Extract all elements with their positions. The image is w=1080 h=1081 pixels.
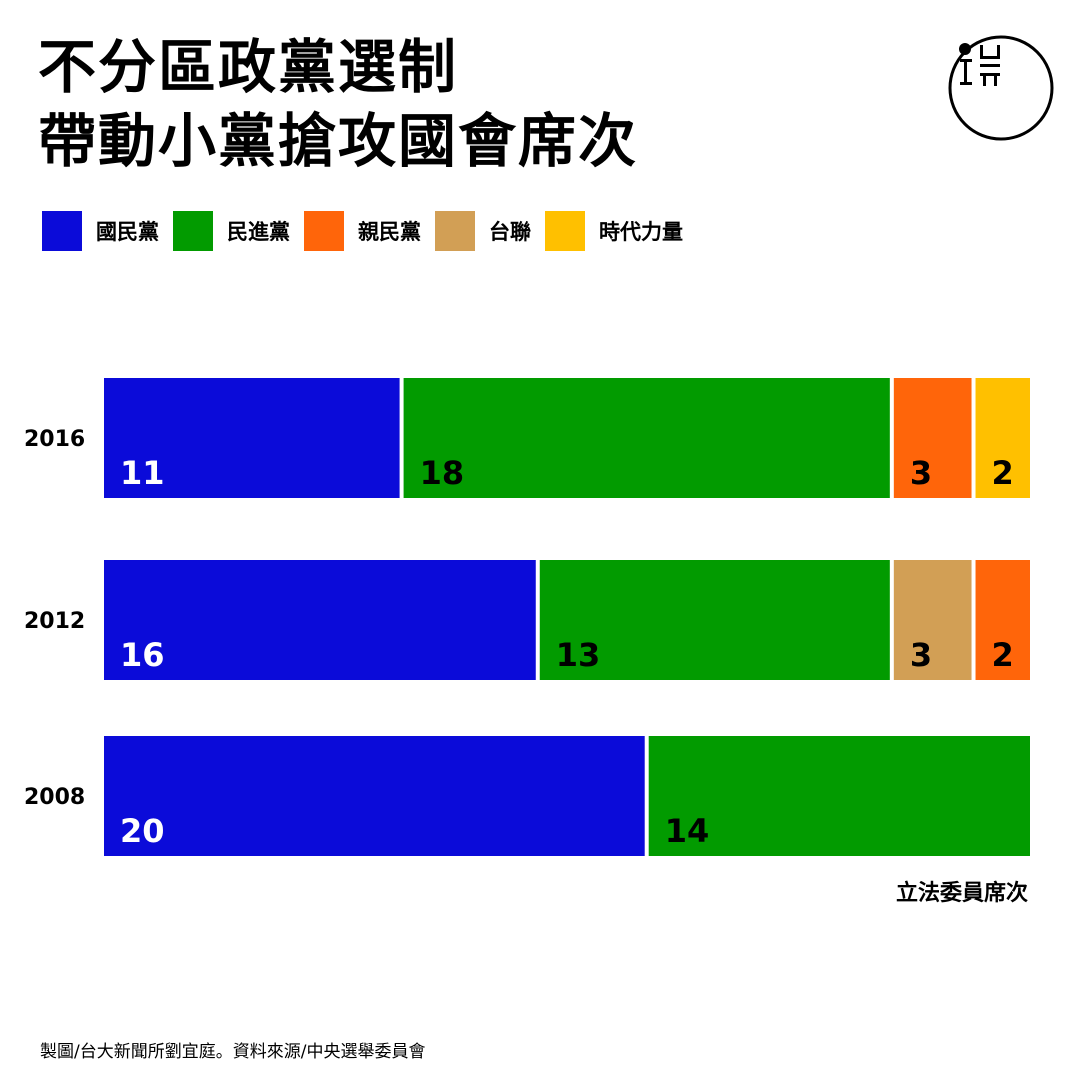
bar-2012-民進黨 [539,560,890,680]
legend-swatch-tsu [435,211,475,251]
x-axis-label: 立法委員席次 [896,880,1028,906]
data-label-2016-民進黨: 18 [420,454,465,492]
data-label-2012-國民黨: 16 [120,636,165,674]
legend-item-kmt: 國民黨 [42,211,159,251]
legend-label-kmt: 國民黨 [96,220,159,244]
data-label-2008-國民黨: 20 [120,812,165,850]
legend-item-tsu: 台聯 [435,211,531,251]
year-label-2012: 2012 [24,609,85,634]
legend-label-tsu: 台聯 [489,220,531,244]
stacked-bar-chart: 2016 11 18 3 2 2012 16 13 3 2 2008 20 14 立法委員席次 [24,378,1030,906]
bar-2016-國民黨 [104,378,400,498]
credit-footer: 製圖/台大新聞所劉宜庭。資料來源/中央選舉委員會 [40,1042,426,1062]
title-line-2: 帶動小黨搶攻國會席次 [38,107,639,175]
bar-2012-親民黨 [975,560,1030,680]
legend-item-npp: 時代力量 [545,211,683,251]
bar-2008-國民黨 [104,736,645,856]
year-label-2008: 2008 [24,785,85,810]
data-label-2012-台聯: 3 [910,636,932,674]
chart-title: 不分區政黨選制 帶動小黨搶攻國會席次 [38,30,638,178]
bar-2012-台聯 [893,560,972,680]
legend-swatch-dpp [173,211,213,251]
legend-swatch-pfp [304,211,344,251]
data-label-2012-親民黨: 2 [992,636,1014,674]
legend-item-pfp: 親民黨 [304,211,421,251]
data-label-2016-時代力量: 2 [992,454,1014,492]
legend-label-npp: 時代力量 [599,220,683,244]
bar-2016-親民黨 [893,378,972,498]
legend-swatch-kmt [42,211,82,251]
legend-item-dpp: 民進黨 [173,211,290,251]
legend-swatch-npp [545,211,585,251]
data-label-2016-國民黨: 11 [120,454,165,492]
bar-2016-時代力量 [975,378,1030,498]
bar-2016-民進黨 [403,378,890,498]
data-label-2008-民進黨: 14 [665,812,710,850]
bar-2012-國民黨 [104,560,536,680]
logo-icon [948,35,1054,141]
data-label-2016-親民黨: 3 [910,454,932,492]
data-label-2012-民進黨: 13 [556,636,601,674]
bar-2008-民進黨 [648,736,1030,856]
title-line-1: 不分區政黨選制 [38,33,459,101]
legend-label-pfp: 親民黨 [358,220,421,244]
year-label-2016: 2016 [24,427,85,452]
legend-label-dpp: 民進黨 [227,220,290,244]
legend: 國民黨 民進黨 親民黨 台聯 時代力量 [42,210,697,252]
